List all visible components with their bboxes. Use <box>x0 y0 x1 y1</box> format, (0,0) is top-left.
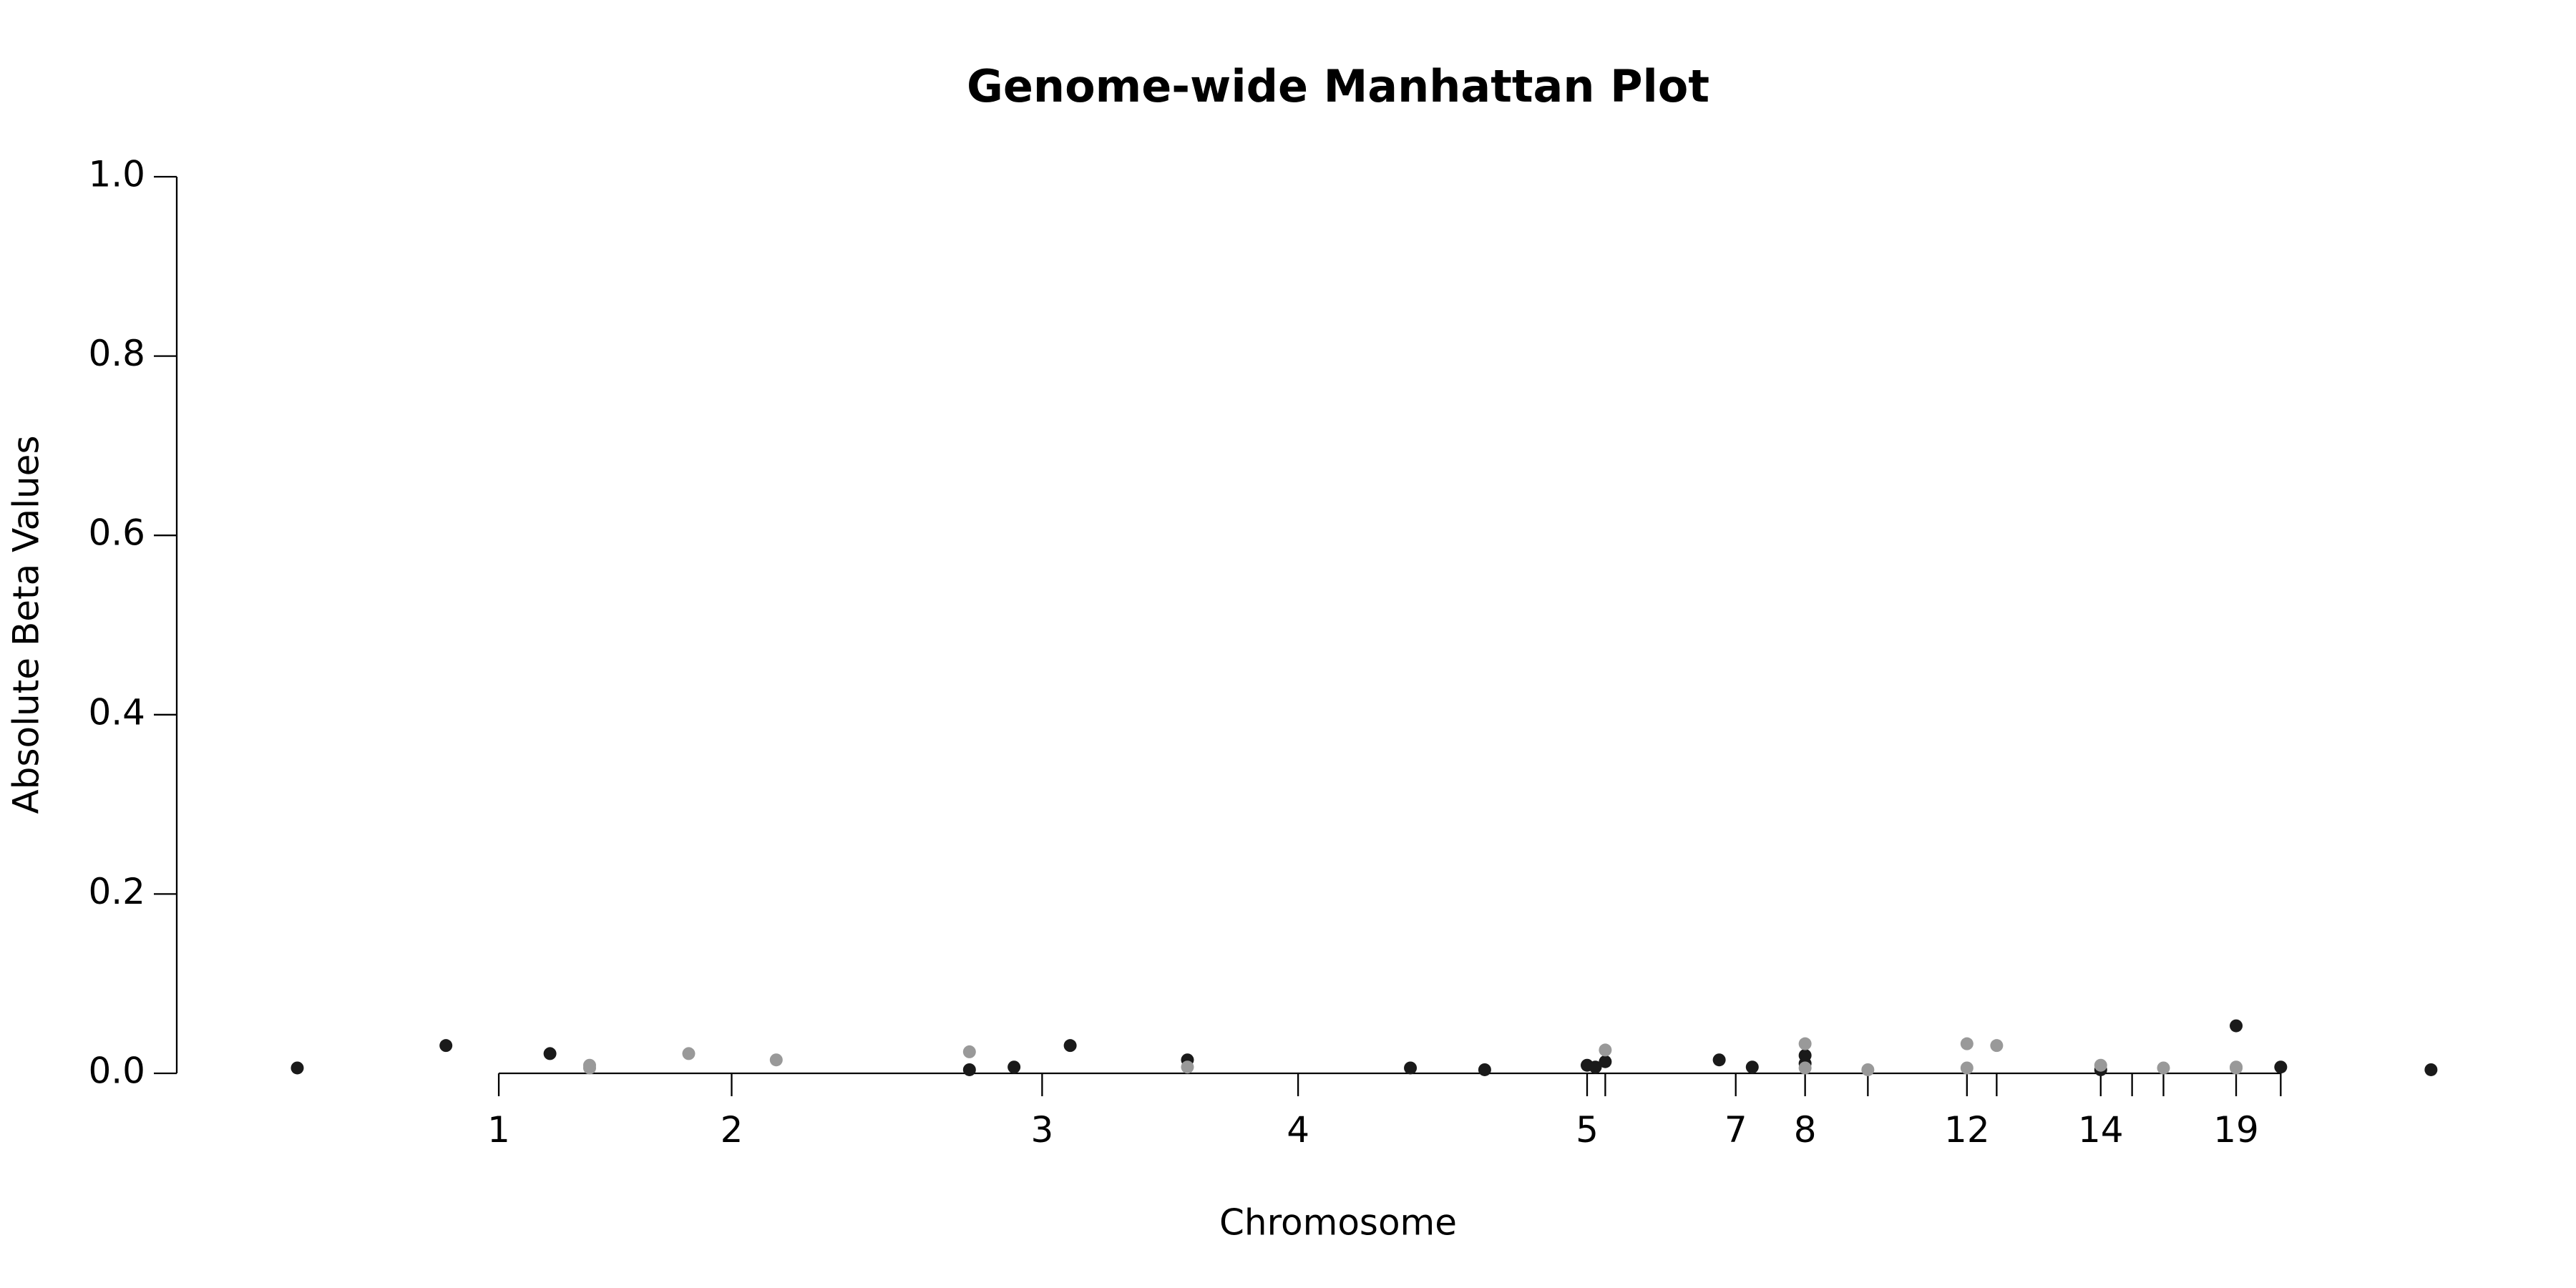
y-tick-label: 1.0 <box>88 154 145 195</box>
data-point <box>1404 1061 1418 1075</box>
data-point <box>439 1039 453 1053</box>
y-tick-label: 0.4 <box>88 691 145 733</box>
data-point <box>1599 1043 1612 1057</box>
data-point <box>1589 1060 1602 1074</box>
x-tick-label: 5 <box>1576 1109 1599 1151</box>
data-point <box>1861 1063 1875 1076</box>
chart-title: Genome-wide Manhattan Plot <box>967 60 1709 112</box>
data-point <box>1181 1060 1194 1074</box>
y-tick-label: 0.0 <box>88 1050 145 1092</box>
data-point <box>962 1045 976 1058</box>
x-tick-label: 1 <box>487 1109 510 1151</box>
data-point <box>1960 1061 1974 1075</box>
x-tick-label: 19 <box>2213 1109 2259 1151</box>
data-point <box>582 1061 596 1075</box>
data-point <box>1599 1055 1612 1068</box>
x-tick-label: 14 <box>2078 1109 2124 1151</box>
data-point <box>1478 1063 1491 1076</box>
y-tick-label: 0.8 <box>88 333 145 374</box>
y-tick-label: 0.6 <box>88 512 145 554</box>
data-point <box>1798 1037 1812 1050</box>
data-point <box>769 1053 783 1067</box>
data-point <box>1960 1037 1974 1050</box>
x-axis-label: Chromosome <box>1219 1202 1457 1244</box>
data-point <box>2157 1061 2170 1075</box>
x-tick-label: 8 <box>1794 1109 1817 1151</box>
data-point <box>682 1047 696 1060</box>
data-point <box>1798 1061 1812 1075</box>
x-tick-label: 12 <box>1944 1109 1990 1151</box>
data-point <box>2230 1019 2243 1033</box>
x-tick-label: 7 <box>1724 1109 1747 1151</box>
data-point <box>291 1061 304 1075</box>
data-point <box>1990 1039 2004 1053</box>
data-point <box>1063 1039 1077 1053</box>
y-axis-label: Absolute Beta Values <box>6 436 47 814</box>
x-tick-label: 4 <box>1287 1109 1309 1151</box>
data-point <box>962 1063 976 1076</box>
x-tick-label: 2 <box>721 1109 743 1151</box>
data-point <box>2230 1061 2243 1075</box>
data-point <box>2274 1060 2288 1074</box>
data-point <box>2094 1058 2107 1072</box>
data-point <box>1008 1060 1021 1074</box>
y-tick-label: 0.2 <box>88 871 145 912</box>
data-point <box>2424 1063 2438 1076</box>
x-tick-label: 3 <box>1030 1109 1053 1151</box>
data-point <box>1745 1060 1759 1074</box>
data-point <box>1712 1053 1726 1067</box>
data-point <box>543 1047 557 1060</box>
